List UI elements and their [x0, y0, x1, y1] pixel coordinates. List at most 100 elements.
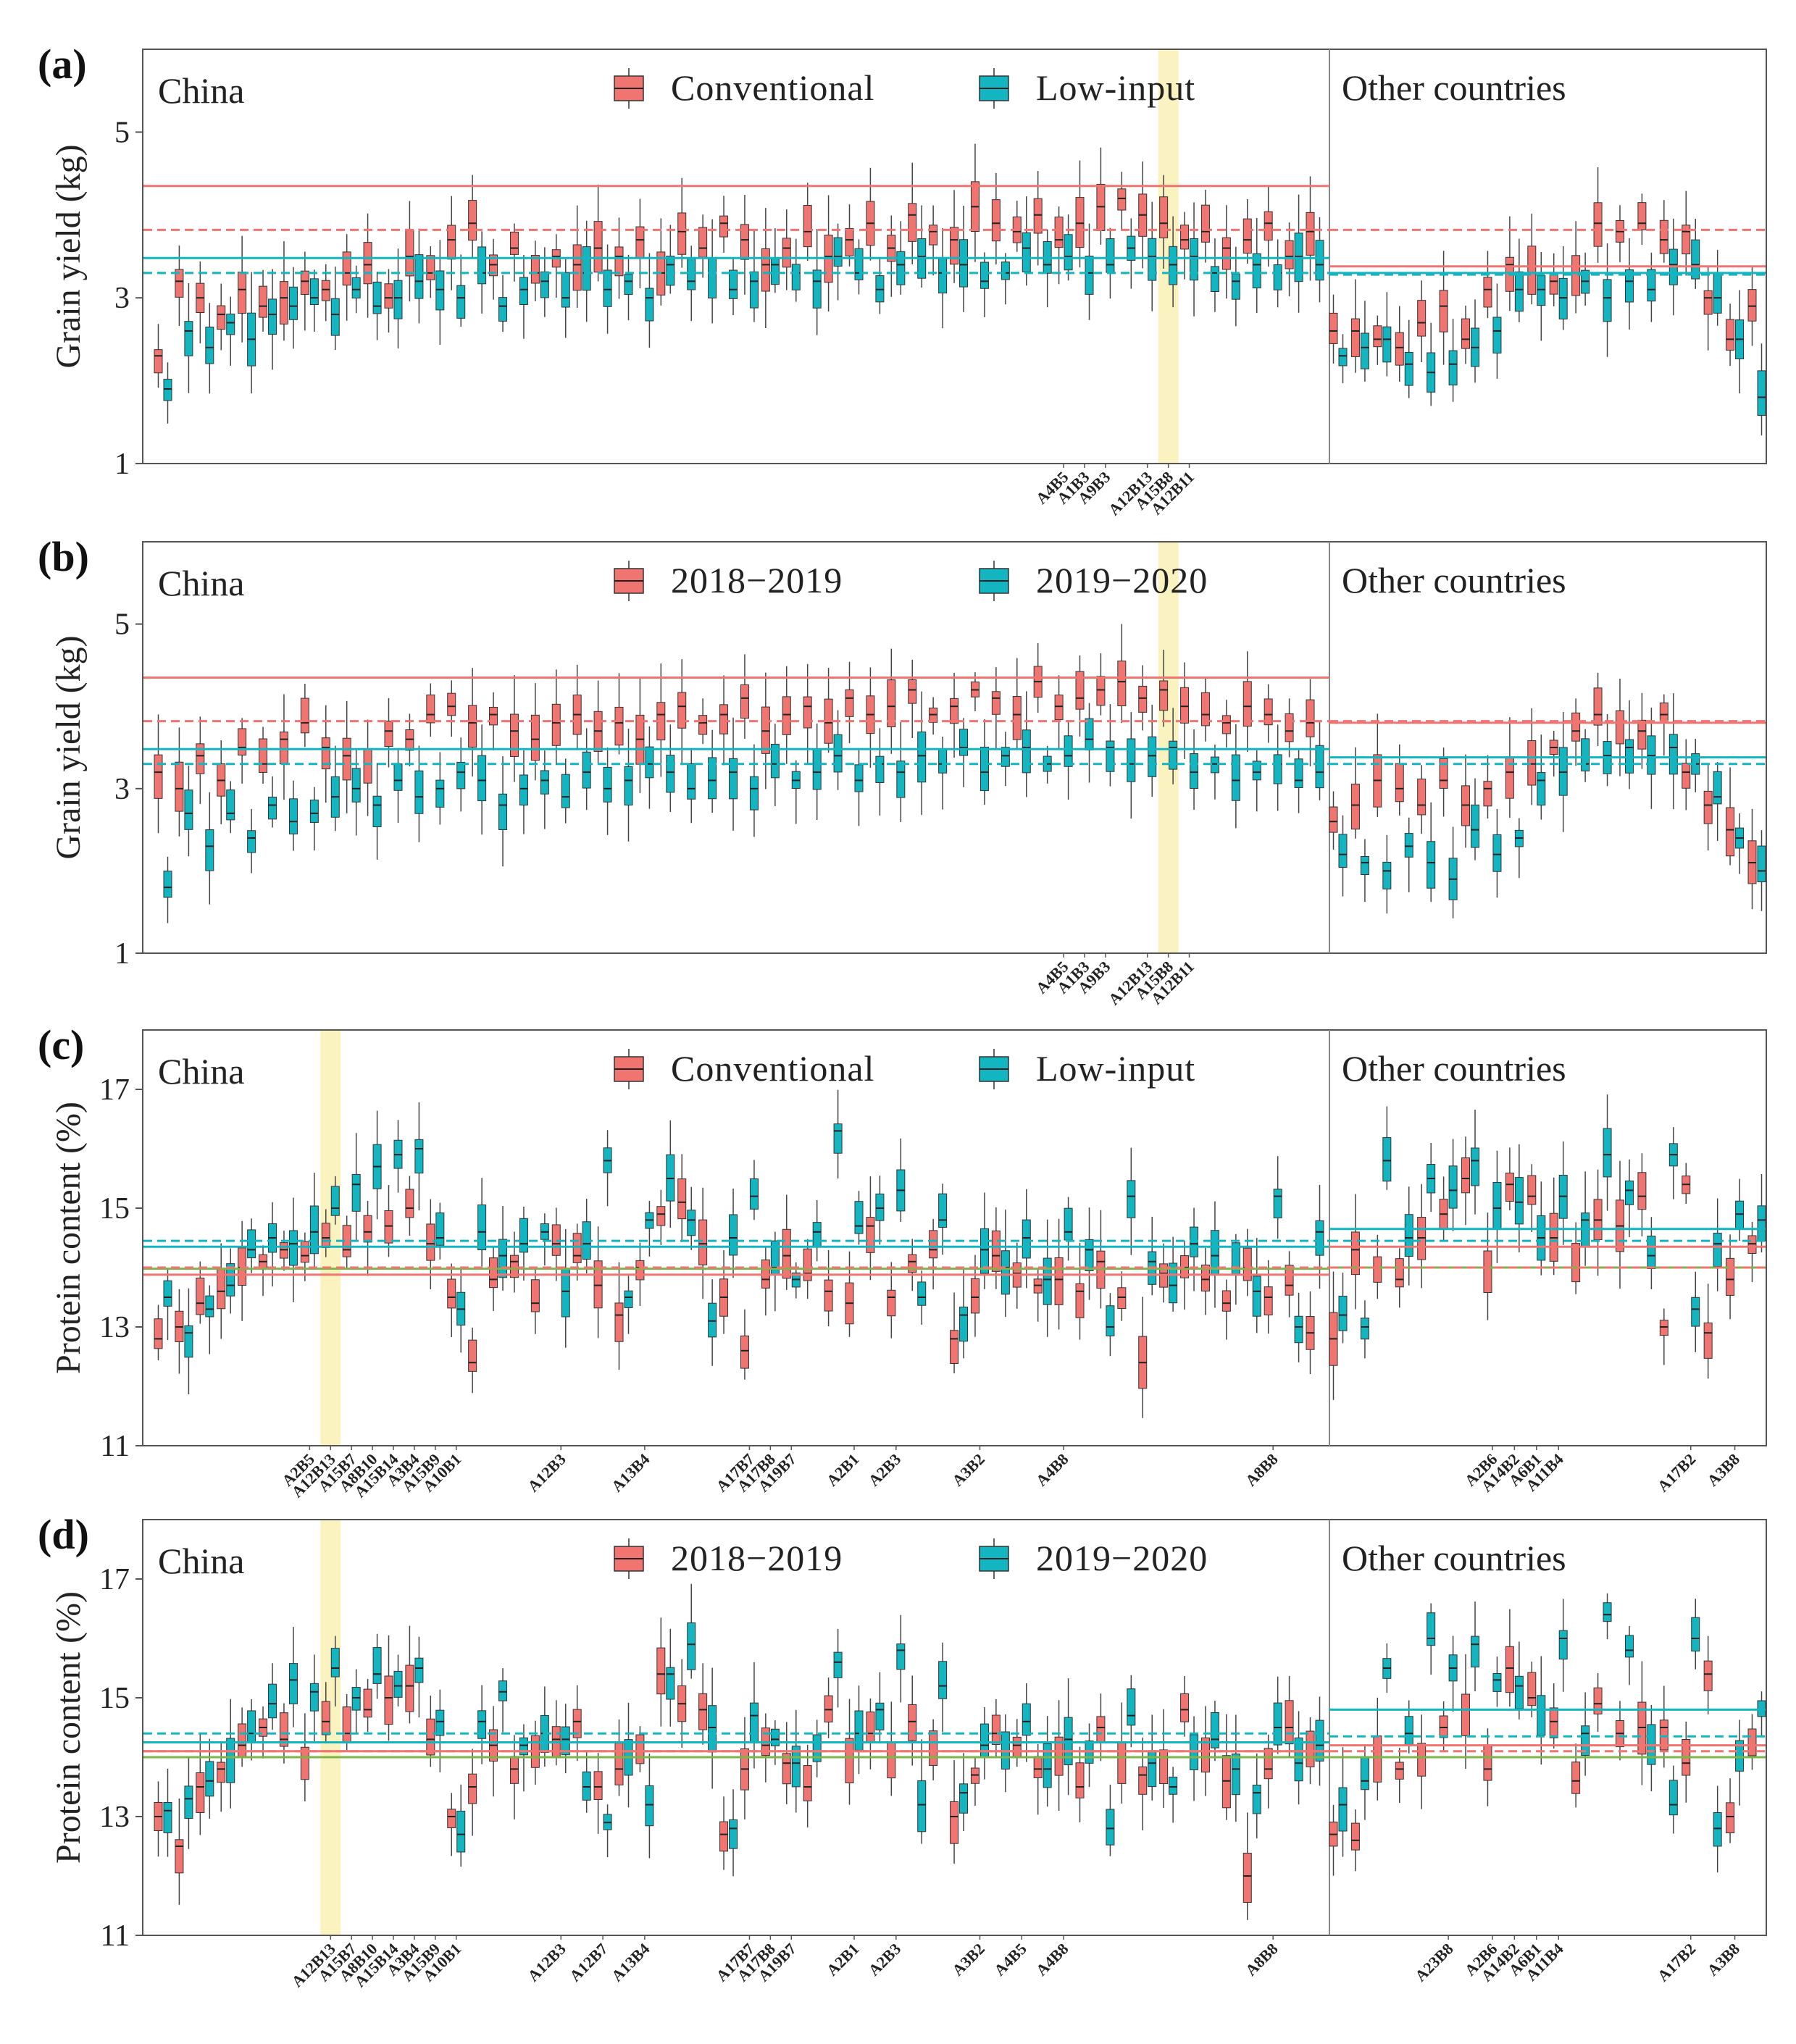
box [833, 734, 843, 773]
panel-d: 11 13 15 17 Protein content (%) (d) China Other… [38, 1511, 1767, 1990]
box [1106, 740, 1115, 772]
box [950, 1330, 959, 1364]
box [1264, 1286, 1273, 1316]
box [938, 258, 948, 294]
x-tick-label: A12B3 [524, 1940, 569, 1985]
box [184, 1785, 193, 1819]
box [1659, 702, 1668, 721]
box [929, 1730, 938, 1766]
x-tick-label: A2B1 [823, 1450, 863, 1490]
box [854, 248, 864, 280]
box [1329, 312, 1338, 344]
box [1514, 1675, 1524, 1709]
box [782, 1753, 791, 1785]
box [1713, 272, 1722, 314]
box [561, 774, 570, 808]
box [1106, 1305, 1115, 1336]
y-tick-label: 5 [114, 608, 130, 642]
box [288, 798, 298, 834]
box [938, 1661, 948, 1699]
box [770, 1728, 780, 1746]
box [1581, 738, 1590, 771]
box [938, 749, 948, 774]
box [866, 1712, 875, 1743]
box [1148, 1750, 1157, 1788]
box [426, 255, 435, 280]
box [561, 1726, 570, 1756]
series-a [154, 624, 1757, 910]
box [1350, 318, 1360, 357]
y-tick-label: 17 [99, 1073, 130, 1107]
box [268, 796, 277, 820]
box [593, 1771, 603, 1801]
box [1439, 290, 1448, 332]
box [708, 757, 717, 800]
box [468, 200, 477, 241]
box [1492, 317, 1502, 353]
box [519, 277, 528, 306]
box [1659, 1720, 1668, 1751]
box [1127, 1180, 1136, 1218]
box [1558, 747, 1568, 796]
box [1200, 1737, 1210, 1773]
box [1242, 681, 1252, 727]
y-tick-label: 15 [99, 1682, 130, 1715]
box [908, 203, 917, 242]
box [1682, 763, 1691, 789]
box [196, 1277, 205, 1315]
box [196, 743, 205, 774]
box [1360, 855, 1369, 875]
box [1659, 1320, 1668, 1336]
box [288, 1663, 298, 1704]
box [1221, 237, 1231, 270]
box [247, 830, 256, 853]
box [1514, 1177, 1524, 1225]
y-axis-label: Protein content (%) [49, 1102, 88, 1374]
box [1427, 841, 1436, 889]
box [477, 755, 487, 802]
box [740, 1335, 749, 1369]
box [1012, 1736, 1022, 1759]
box [1200, 1265, 1210, 1292]
box [687, 763, 696, 800]
box [1064, 735, 1073, 767]
box [1264, 698, 1273, 726]
box [1001, 1250, 1010, 1295]
box [1285, 1700, 1294, 1745]
box [761, 706, 770, 754]
box [1427, 1612, 1436, 1646]
box [1593, 202, 1603, 247]
box [1448, 1165, 1458, 1209]
x-tick-label: A13B4 [608, 1940, 653, 1985]
box [1668, 1780, 1678, 1816]
box [1483, 781, 1492, 807]
box [1022, 729, 1031, 774]
box [288, 1230, 298, 1266]
box [1373, 1735, 1382, 1783]
box [1106, 1809, 1115, 1846]
box [1075, 197, 1085, 248]
box [1329, 806, 1338, 833]
box [803, 696, 812, 729]
box [1703, 290, 1713, 315]
legend-label: Low-input [1036, 67, 1195, 108]
box [1682, 225, 1691, 255]
box [1471, 804, 1480, 848]
box [342, 737, 351, 781]
box [519, 774, 528, 806]
box [1350, 1231, 1360, 1276]
box [749, 1702, 759, 1743]
box [1306, 211, 1315, 256]
box [1252, 761, 1261, 781]
box [1527, 1672, 1537, 1706]
x-tick-label: A3B2 [948, 1940, 988, 1980]
box [970, 1278, 980, 1314]
series-b [163, 1089, 1766, 1395]
x-tick-label: A3B2 [948, 1450, 988, 1490]
box [1117, 1742, 1127, 1784]
box [782, 696, 791, 735]
box [959, 1783, 969, 1814]
box [175, 1839, 184, 1874]
box [656, 1206, 666, 1226]
box [917, 1780, 927, 1833]
